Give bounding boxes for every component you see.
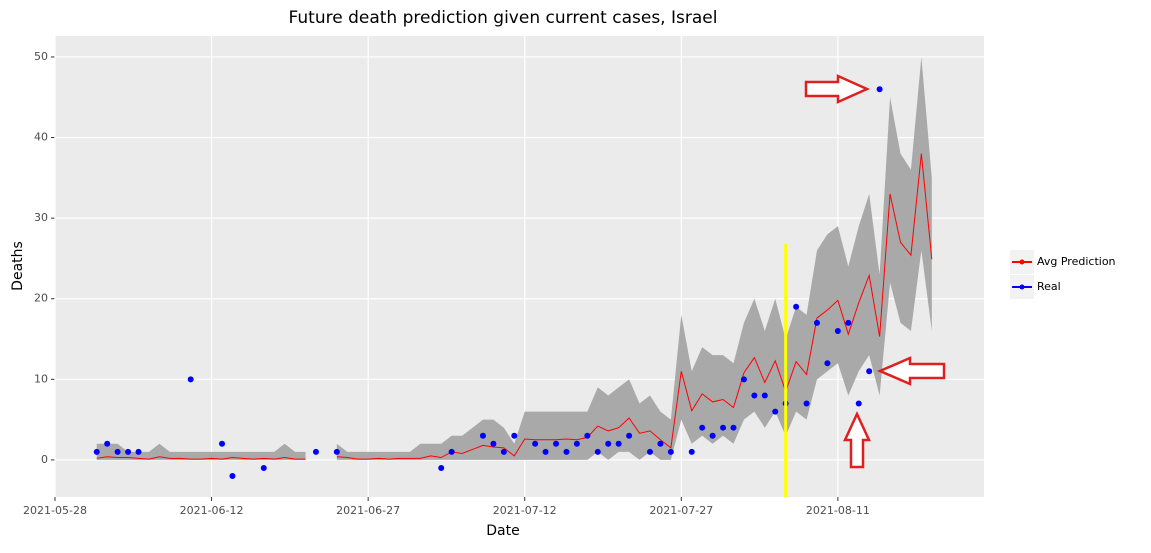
x-tick-label: 2021-07-27	[649, 504, 713, 517]
real-point	[866, 368, 873, 375]
real-point	[730, 424, 737, 431]
prediction-band	[336, 56, 932, 460]
real-point	[187, 376, 194, 383]
prediction-line	[96, 456, 306, 460]
prediction-band	[96, 443, 306, 460]
real-point	[740, 376, 747, 383]
real-point	[855, 400, 862, 407]
real-point	[834, 327, 841, 334]
real-point	[813, 319, 820, 326]
real-point	[312, 448, 319, 455]
y-axis-label: Deaths	[10, 241, 26, 291]
real-point	[772, 408, 779, 415]
real-point	[667, 448, 674, 455]
real-point	[229, 473, 236, 480]
real-point	[563, 448, 570, 455]
real-point	[93, 448, 100, 455]
y-tick-label: 10	[34, 372, 48, 385]
real-point	[511, 432, 518, 439]
real-point	[626, 432, 633, 439]
y-tick-label: 30	[34, 211, 48, 224]
x-axis-label: Date	[486, 523, 519, 539]
real-point	[876, 86, 883, 93]
marks	[93, 56, 933, 497]
real-point	[615, 440, 622, 447]
real-point	[699, 424, 706, 431]
real-point	[479, 432, 486, 439]
real-point	[751, 392, 758, 399]
real-point	[553, 440, 560, 447]
real-point	[688, 448, 695, 455]
real-point	[125, 448, 132, 455]
real-point	[709, 432, 716, 439]
real-point	[793, 303, 800, 310]
prediction-line	[336, 153, 933, 460]
x-tick-label: 2021-06-12	[180, 504, 244, 517]
grid: 0 10 20 30 40 50 2021-05-28 2021-06-12 2021-06-2…	[23, 36, 984, 517]
legend-label: Avg Prediction	[1037, 255, 1116, 268]
real-point	[573, 440, 580, 447]
real-point	[542, 448, 549, 455]
real-point	[824, 360, 831, 367]
real-point	[219, 440, 226, 447]
arrow	[804, 74, 871, 104]
y-tick-label: 20	[34, 292, 48, 305]
real-point	[333, 448, 340, 455]
arrow	[843, 411, 871, 469]
y-tick-label: 50	[34, 50, 48, 63]
legend: Avg Prediction Real	[1010, 250, 1116, 299]
real-point	[438, 464, 445, 471]
real-point	[761, 392, 768, 399]
chart-title: Future death prediction given current ca…	[289, 8, 718, 28]
real-point	[260, 464, 267, 471]
y-tick-label: 0	[41, 453, 48, 466]
x-tick-label: 2021-05-28	[23, 504, 87, 517]
y-tick-label: 40	[34, 131, 48, 144]
real-point	[803, 400, 810, 407]
real-point	[104, 440, 111, 447]
real-point	[500, 448, 507, 455]
real-point	[448, 448, 455, 455]
legend-dot	[1019, 284, 1025, 290]
real-point	[135, 448, 142, 455]
x-tick-label: 2021-08-11	[806, 504, 870, 517]
real-point	[594, 448, 601, 455]
real-point	[720, 424, 727, 431]
real-point	[532, 440, 539, 447]
legend-dot	[1019, 259, 1025, 265]
arrow	[876, 356, 946, 386]
real-point	[605, 440, 612, 447]
real-point	[490, 440, 497, 447]
real-point	[114, 448, 121, 455]
real-point	[584, 432, 591, 439]
x-tick-label: 2021-06-27	[336, 504, 400, 517]
real-point	[657, 440, 664, 447]
real-point	[845, 319, 852, 326]
arrows	[804, 74, 946, 469]
real-point	[646, 448, 653, 455]
x-tick-label: 2021-07-12	[493, 504, 557, 517]
legend-label: Real	[1037, 280, 1061, 293]
